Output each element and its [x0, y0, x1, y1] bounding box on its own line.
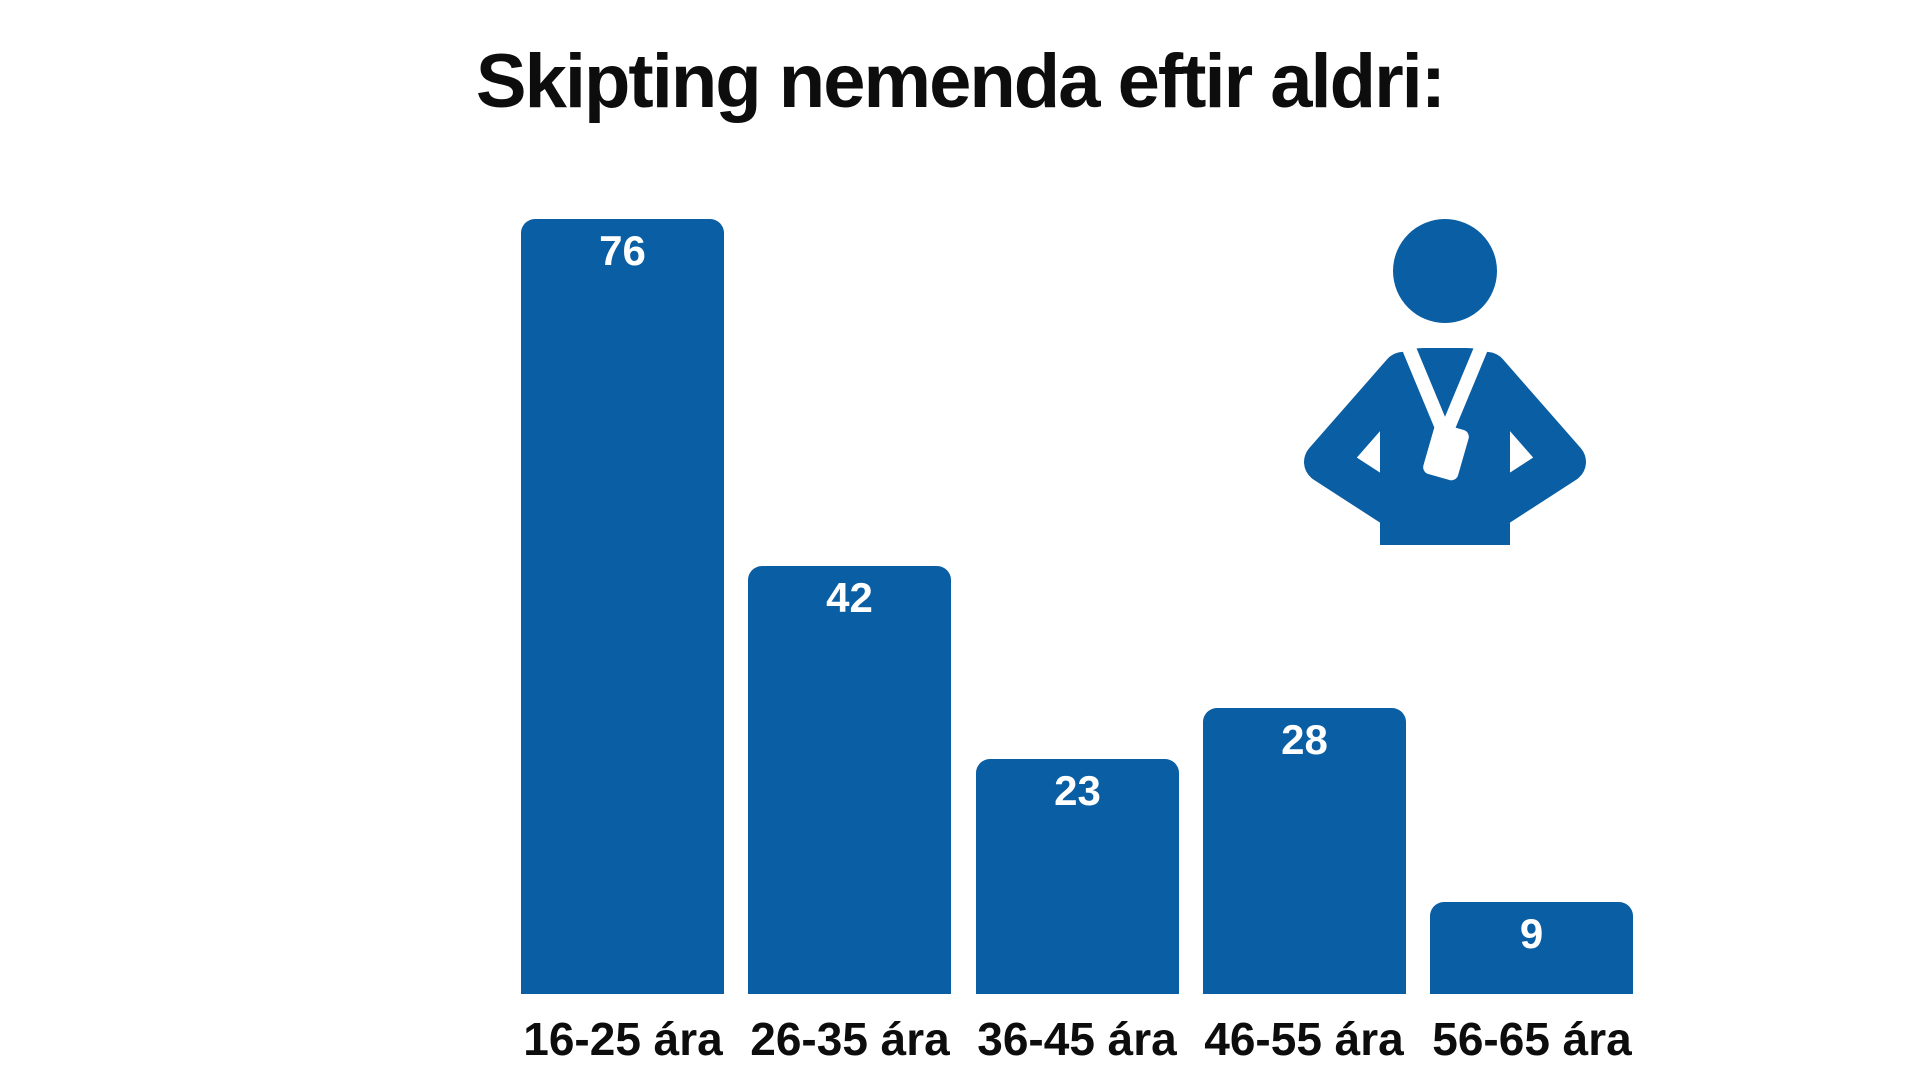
- bar-56-65: 9: [1430, 902, 1633, 994]
- bar-value-label: 42: [826, 574, 873, 621]
- x-axis-label-16-25: 16-25 ára: [523, 1013, 723, 1065]
- person-right-arm: [1466, 352, 1586, 527]
- bar-value-label: 9: [1519, 910, 1544, 957]
- person-head: [1393, 219, 1497, 323]
- x-axis-label-46-55: 46-55 ára: [1204, 1013, 1404, 1065]
- person-left-arm: [1304, 352, 1424, 527]
- x-axis-label-26-35: 26-35 ára: [750, 1013, 950, 1065]
- bar-value-label: 23: [1054, 767, 1101, 814]
- x-axis-label-56-65: 56-65 ára: [1432, 1013, 1632, 1065]
- x-axis-labels: 16-25 ára 26-35 ára 36-45 ára 46-55 ára …: [521, 1012, 1633, 1072]
- bar-value-label: 28: [1281, 716, 1328, 763]
- person-icon-svg: [1304, 219, 1586, 545]
- bar-value-label: 76: [599, 227, 646, 274]
- chart-title: Skipting nemenda eftir aldri:: [475, 39, 1446, 124]
- bar-46-55: 28: [1203, 708, 1406, 994]
- bar-26-35: 42: [748, 566, 951, 994]
- lanyard-badge: [1423, 423, 1469, 481]
- bar-chart: 76 42 23 28 9: [521, 219, 1633, 994]
- person-with-lanyard-icon: [1295, 215, 1595, 560]
- bar-16-25: 76: [521, 219, 724, 994]
- x-axis-label-36-45: 36-45 ára: [977, 1013, 1177, 1065]
- bar-36-45: 23: [976, 759, 1179, 994]
